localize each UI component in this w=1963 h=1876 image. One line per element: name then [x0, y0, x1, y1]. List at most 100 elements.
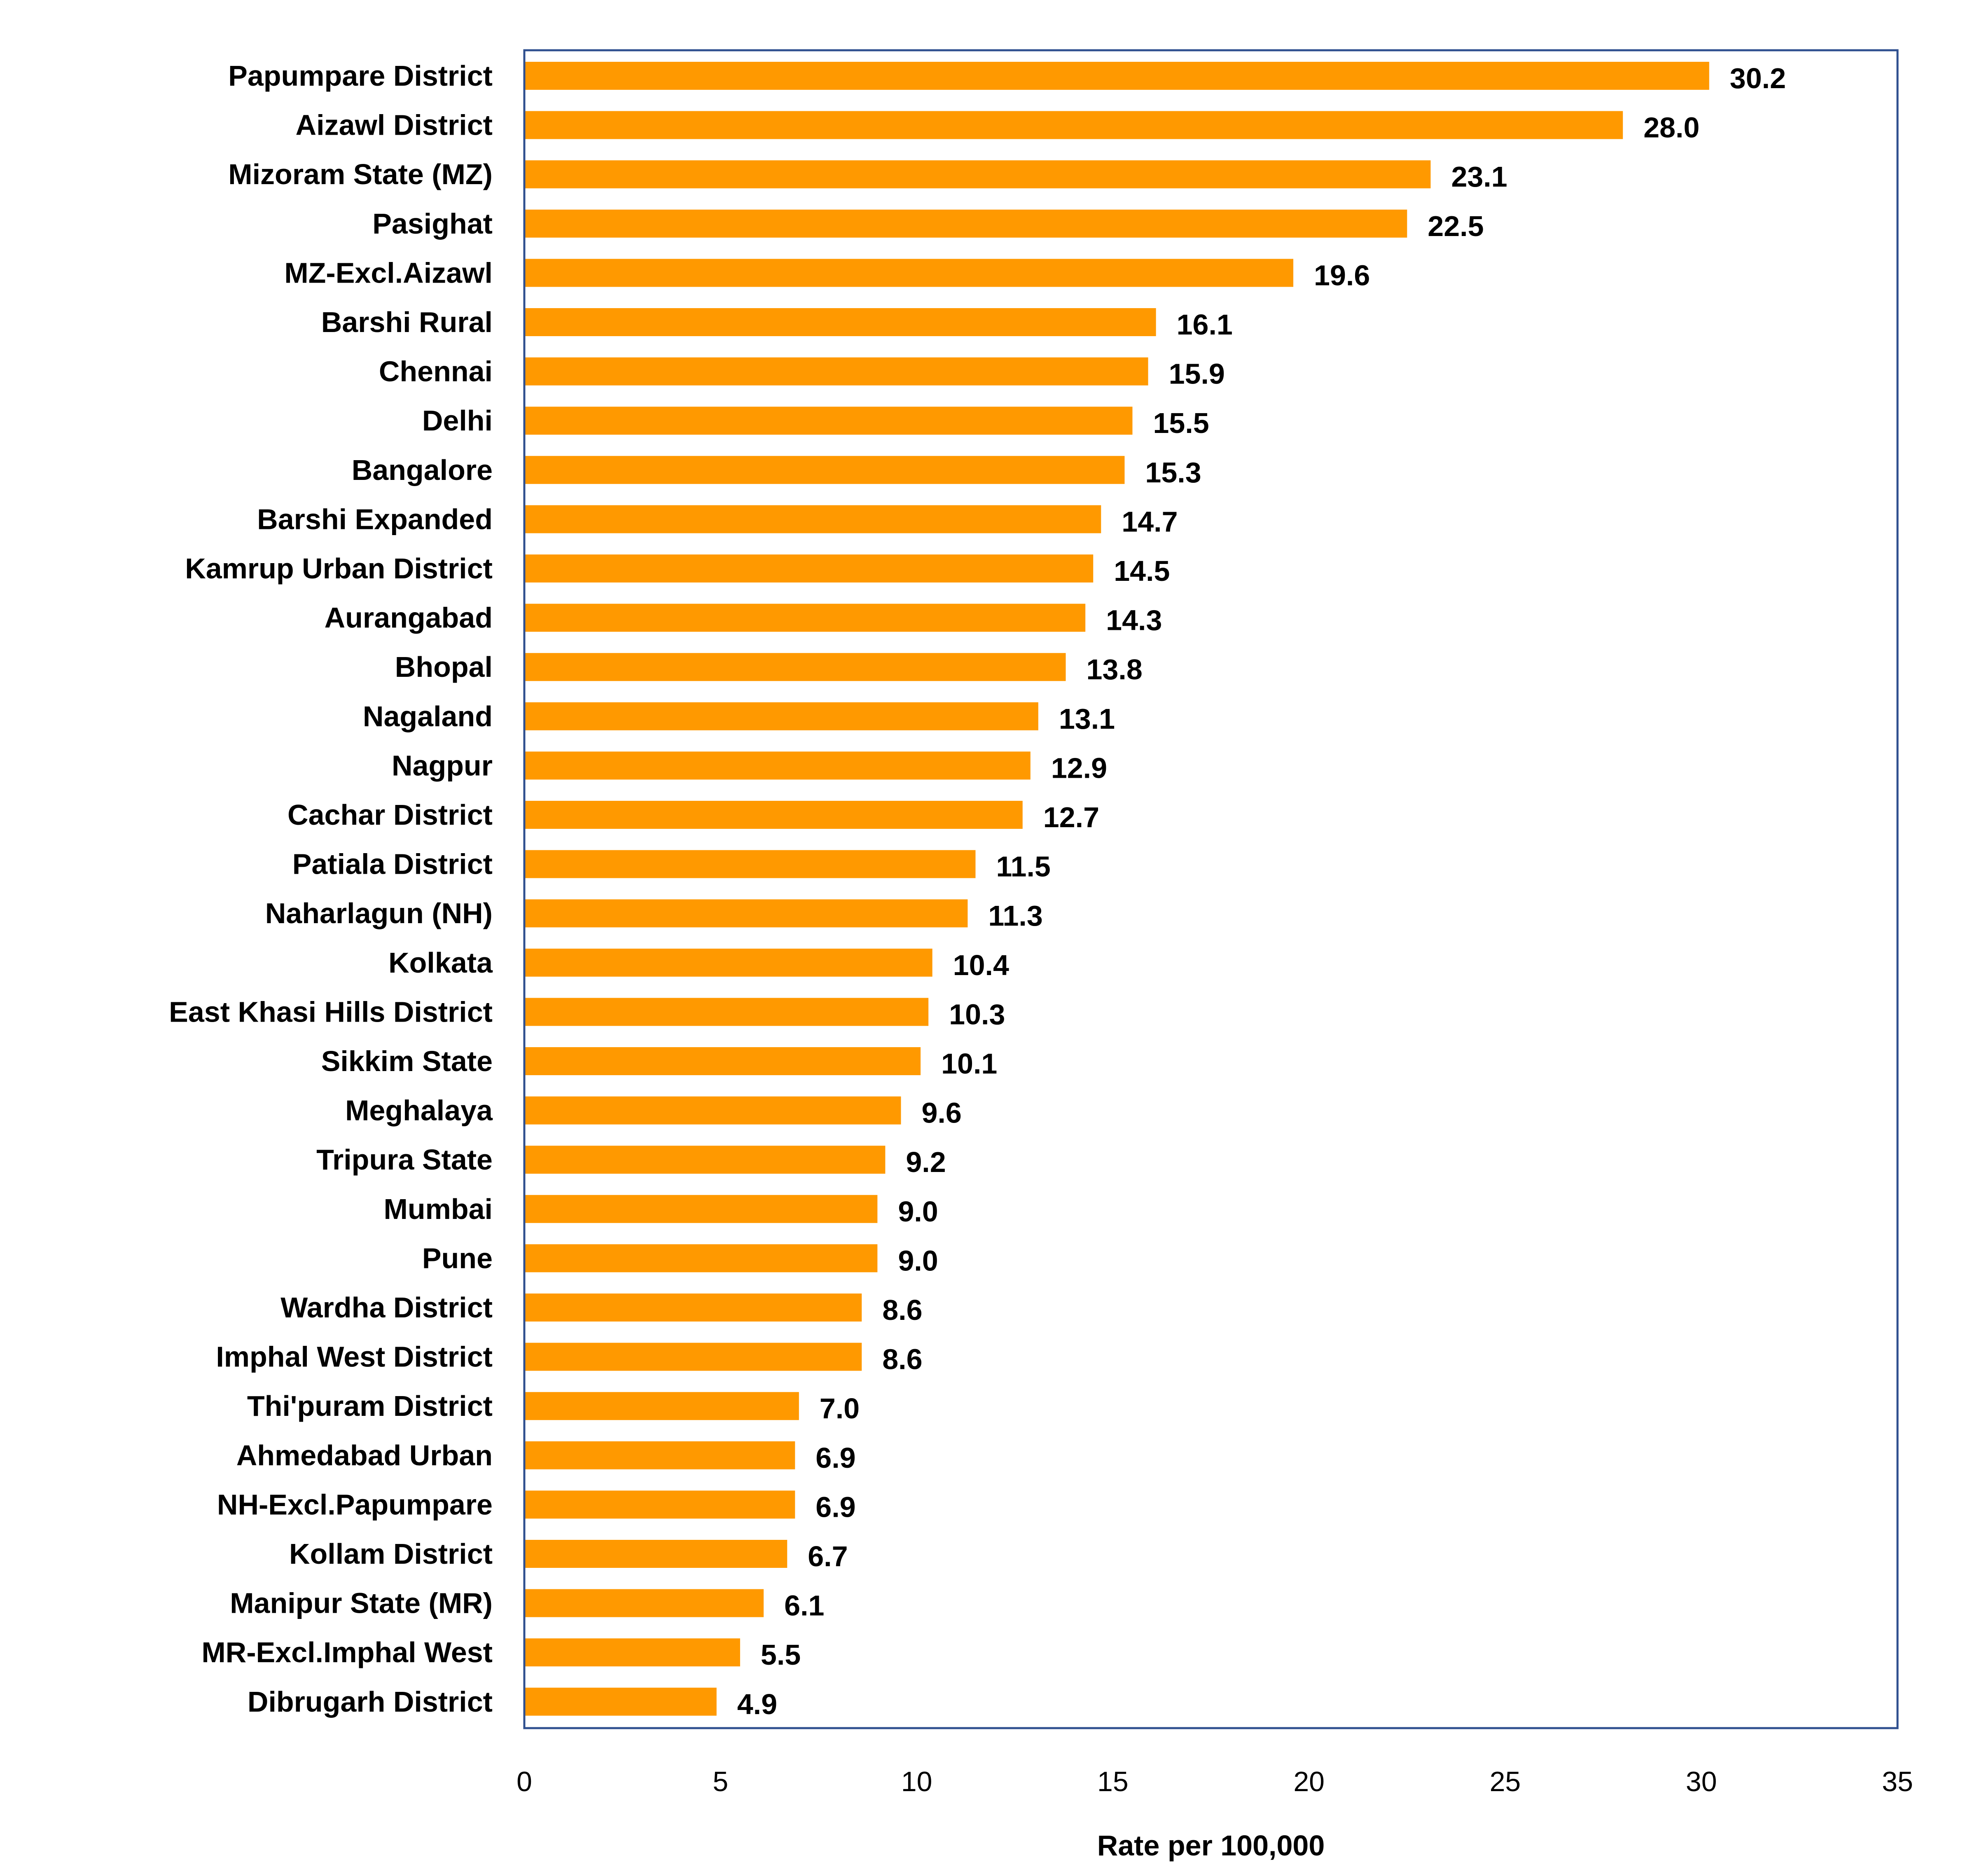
category-label: Imphal West District — [216, 1341, 493, 1373]
category-label: Aizawl District — [296, 109, 493, 141]
bar — [524, 308, 1156, 336]
data-label: 30.2 — [1730, 62, 1786, 94]
category-label: Patiala District — [292, 848, 493, 880]
data-label: 19.6 — [1314, 259, 1370, 291]
data-label: 12.9 — [1051, 752, 1107, 784]
x-tick-label: 35 — [1882, 1766, 1913, 1797]
x-tick-label: 10 — [901, 1766, 932, 1797]
category-label: Aurangabad — [325, 602, 493, 634]
bar — [524, 604, 1086, 632]
category-label: Sikkim State — [321, 1045, 493, 1077]
category-label: Kolkata — [388, 947, 493, 979]
data-label: 13.1 — [1059, 703, 1115, 735]
bar — [524, 456, 1125, 484]
bar — [524, 1294, 862, 1322]
category-label: Tripura State — [316, 1144, 493, 1176]
data-label: 10.1 — [941, 1048, 997, 1080]
category-label: Kamrup Urban District — [185, 552, 493, 585]
bar — [524, 850, 976, 878]
bar — [524, 801, 1023, 829]
bar — [524, 653, 1066, 681]
data-label: 4.9 — [737, 1688, 777, 1720]
category-label: MR-Excl.Imphal West — [201, 1636, 493, 1668]
data-label: 9.2 — [906, 1146, 946, 1178]
bar — [524, 1047, 921, 1075]
category-label: Ahmedabad Urban — [236, 1439, 493, 1471]
data-label: 15.5 — [1153, 407, 1209, 439]
data-label: 10.3 — [949, 998, 1005, 1030]
category-label: Naharlagun (NH) — [265, 897, 493, 929]
category-label: Kollam District — [289, 1538, 493, 1570]
data-label: 11.3 — [988, 900, 1042, 932]
data-label: 9.0 — [898, 1195, 938, 1228]
data-label: 13.8 — [1087, 653, 1143, 685]
x-tick-label: 20 — [1293, 1766, 1325, 1797]
bar — [524, 899, 968, 928]
category-label: Nagaland — [363, 700, 493, 732]
data-label: 15.3 — [1145, 456, 1201, 489]
data-label: 8.6 — [882, 1294, 922, 1326]
data-label: 22.5 — [1428, 210, 1484, 242]
data-label: 6.9 — [816, 1442, 855, 1474]
category-label: Chennai — [379, 356, 493, 388]
data-label: 6.9 — [816, 1491, 855, 1523]
value-labels-group: 30.2 28.0 23.1 22.5 19.6 16.1 15.9 15.5 15.3 14.7… — [737, 62, 1786, 1720]
category-label: NH-Excl.Papumpare — [217, 1488, 493, 1520]
bar — [524, 702, 1038, 730]
category-label: Pune — [422, 1242, 493, 1274]
category-label: Barshi Expanded — [257, 503, 493, 535]
data-label: 14.5 — [1114, 555, 1170, 587]
data-label: 28.0 — [1643, 112, 1699, 144]
bar — [524, 1540, 788, 1568]
category-label: Bangalore — [352, 454, 493, 486]
category-labels-group: Papumpare District Aizawl District Mizoram… — [169, 60, 493, 1718]
category-label: Wardha District — [280, 1291, 493, 1324]
bar — [524, 1146, 886, 1174]
bar — [524, 751, 1031, 780]
data-label: 15.9 — [1169, 358, 1225, 390]
bar — [524, 1638, 740, 1667]
data-label: 9.0 — [898, 1244, 938, 1277]
x-axis-ticks-group: 0 5 10 15 20 25 30 35 — [516, 1766, 1913, 1797]
data-label: 5.5 — [761, 1639, 801, 1671]
x-tick-label: 15 — [1097, 1766, 1129, 1797]
data-label: 7.0 — [820, 1392, 860, 1425]
bar — [524, 1687, 717, 1716]
category-label: Papumpare District — [228, 60, 493, 92]
bar — [524, 407, 1133, 435]
category-label: Mumbai — [384, 1193, 493, 1225]
bar — [524, 554, 1094, 582]
category-label: Manipur State (MR) — [230, 1587, 493, 1619]
bar — [524, 1096, 901, 1125]
category-label: East Khasi Hills District — [169, 996, 493, 1028]
data-label: 23.1 — [1451, 161, 1507, 193]
data-label: 11.5 — [996, 851, 1050, 883]
x-tick-label: 30 — [1686, 1766, 1717, 1797]
bar — [524, 948, 932, 977]
bar — [524, 111, 1623, 139]
bar — [524, 1343, 862, 1371]
x-axis-title: Rate per 100,000 — [1097, 1829, 1325, 1862]
bar — [524, 209, 1407, 238]
bar — [524, 998, 929, 1026]
bar — [524, 1441, 795, 1469]
category-label: Pasighat — [372, 208, 493, 240]
category-label: Bhopal — [395, 651, 493, 683]
category-label: Cachar District — [287, 799, 493, 831]
bar — [524, 1392, 799, 1420]
bar — [524, 505, 1101, 533]
bar — [524, 1195, 878, 1223]
plot-area-border — [523, 49, 1899, 1729]
x-tick-label: 5 — [713, 1766, 728, 1797]
category-label: Barshi Rural — [321, 306, 493, 338]
data-label: 12.7 — [1043, 801, 1099, 833]
bar — [524, 160, 1431, 189]
bar — [524, 1244, 878, 1272]
category-label: Meghalaya — [345, 1095, 493, 1127]
bar — [524, 1589, 764, 1617]
category-label: Nagpur — [392, 749, 493, 781]
data-label: 6.7 — [808, 1540, 848, 1572]
data-label: 6.1 — [784, 1590, 824, 1622]
bar — [524, 259, 1294, 287]
